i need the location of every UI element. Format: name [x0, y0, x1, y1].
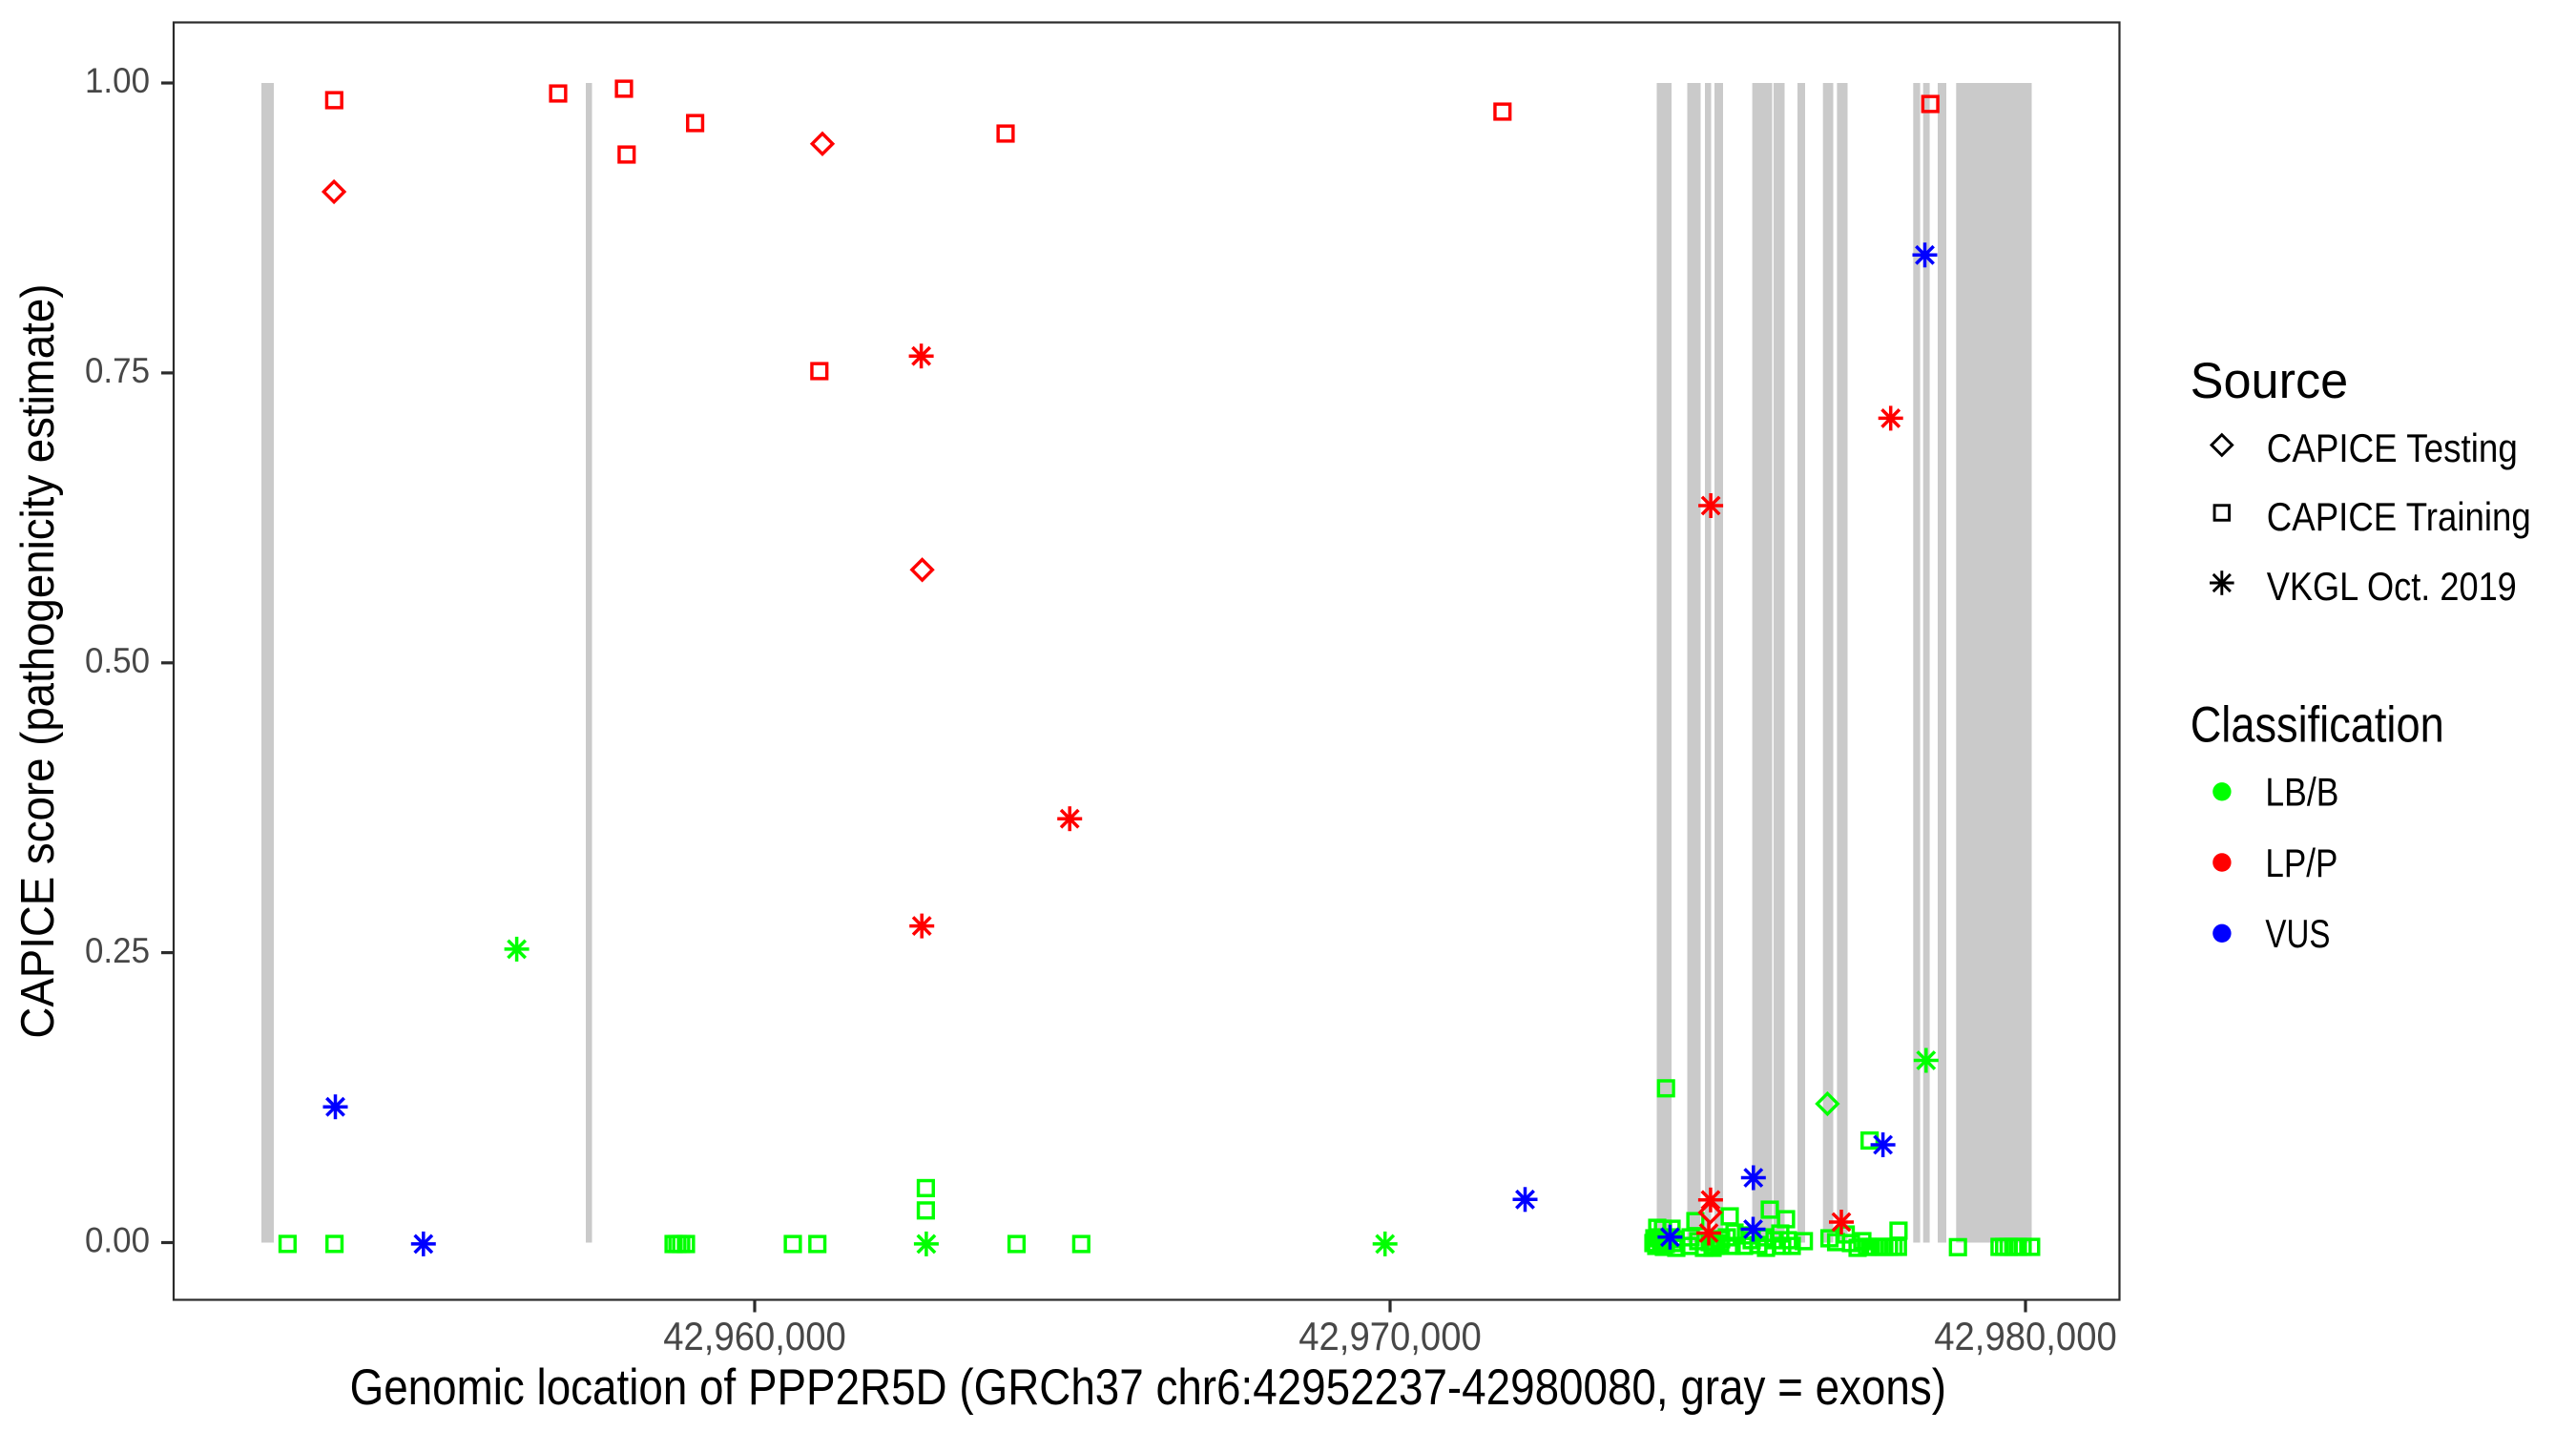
- svg-text:42,960,000: 42,960,000: [663, 1314, 846, 1358]
- svg-text:1.00: 1.00: [85, 61, 150, 100]
- svg-text:CAPICE Training: CAPICE Training: [2267, 494, 2531, 539]
- svg-text:CAPICE score (pathogenicity es: CAPICE score (pathogenicity estimate): [12, 284, 64, 1039]
- svg-text:42,970,000: 42,970,000: [1298, 1314, 1482, 1358]
- svg-text:0.25: 0.25: [85, 931, 150, 970]
- svg-text:0.00: 0.00: [85, 1221, 150, 1260]
- svg-text:42,980,000: 42,980,000: [1934, 1314, 2117, 1358]
- svg-text:VKGL Oct. 2019: VKGL Oct. 2019: [2267, 564, 2517, 609]
- svg-text:Genomic location of PPP2R5D (G: Genomic location of PPP2R5D (GRCh37 chr6…: [350, 1359, 1946, 1416]
- svg-text:VUS: VUS: [2265, 911, 2330, 956]
- svg-text:Classification: Classification: [2191, 697, 2444, 754]
- svg-text:LB/B: LB/B: [2265, 770, 2338, 815]
- svg-text:0.75: 0.75: [85, 351, 150, 390]
- svg-text:Source: Source: [2191, 353, 2349, 409]
- svg-text:0.50: 0.50: [85, 641, 150, 680]
- svg-text:LP/P: LP/P: [2265, 840, 2337, 885]
- svg-text:CAPICE Testing: CAPICE Testing: [2267, 425, 2518, 470]
